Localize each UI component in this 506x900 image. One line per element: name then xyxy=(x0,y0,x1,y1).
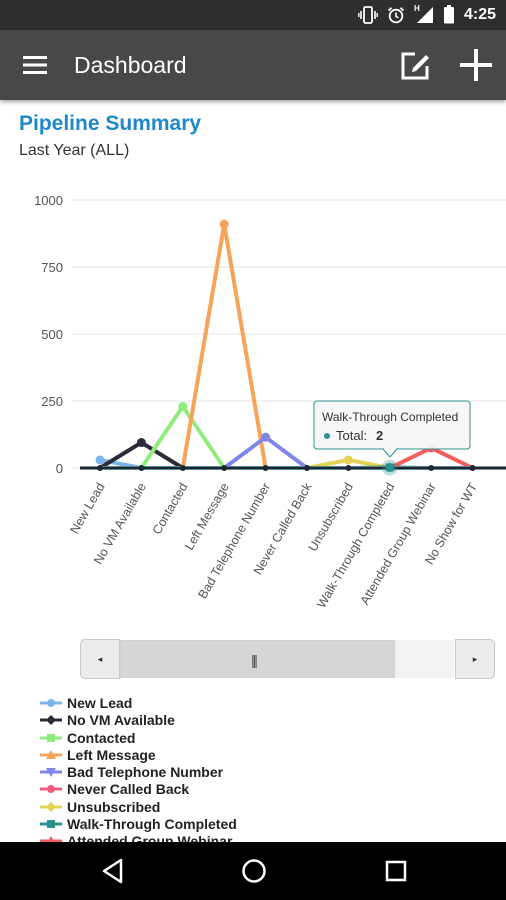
chart-scrollbar[interactable]: ◂ ||| ▸ xyxy=(80,639,495,679)
signal-group: H xyxy=(413,3,434,24)
legend-symbol-icon xyxy=(40,715,62,726)
app-bar: Dashboard xyxy=(0,30,506,100)
baseline-marker xyxy=(469,465,476,471)
chart-title: Pipeline Summary xyxy=(19,112,202,135)
menu-button[interactable] xyxy=(22,52,48,78)
add-button[interactable] xyxy=(458,47,494,83)
tooltip-label: Total: xyxy=(336,428,367,443)
legend-label: Unsubscribed xyxy=(67,798,161,815)
baseline-marker xyxy=(304,465,310,471)
chart-subtitle: Last Year (ALL) xyxy=(19,142,130,159)
legend-symbol-icon xyxy=(40,733,62,742)
clock: 4:25 xyxy=(463,5,496,23)
tooltip-series-dot xyxy=(324,433,330,439)
navigation-bar xyxy=(0,842,506,900)
back-icon xyxy=(102,858,123,884)
legend-label: Left Message xyxy=(67,746,156,763)
scroll-right-button[interactable]: ▸ xyxy=(455,639,495,679)
data-point xyxy=(219,219,229,229)
x-tick-label: New Lead xyxy=(67,480,107,536)
add-icon xyxy=(460,49,492,81)
tooltip-pointer xyxy=(381,448,399,458)
status-bar: H 4:25 xyxy=(0,0,506,30)
legend-label: New Lead xyxy=(67,695,133,711)
page-title: Dashboard xyxy=(74,52,187,78)
baseline-marker xyxy=(179,465,186,471)
network-type-label: H xyxy=(413,3,420,13)
data-point xyxy=(95,455,105,465)
recent-apps-button[interactable] xyxy=(382,857,410,885)
y-tick-label: 500 xyxy=(41,327,63,342)
baseline-marker xyxy=(262,465,269,471)
legend-label: Contacted xyxy=(67,729,136,746)
tooltip-value: 2 xyxy=(376,428,383,443)
data-point xyxy=(261,432,271,442)
legend-symbol-icon xyxy=(40,768,62,778)
alarm-icon xyxy=(387,6,405,23)
y-tick-label: 0 xyxy=(56,461,63,476)
x-tick-label: Contacted xyxy=(150,480,191,536)
scroll-left-button[interactable]: ◂ xyxy=(80,639,120,679)
data-point xyxy=(343,455,353,465)
edit-icon xyxy=(401,52,429,80)
baseline-marker xyxy=(345,465,352,471)
chart-tooltip: Walk-Through Completed Total: 2 xyxy=(313,400,471,458)
home-button[interactable] xyxy=(240,857,268,885)
legend-label: No VM Available xyxy=(67,712,175,729)
legend-symbol-icon xyxy=(40,820,62,829)
chart-baseline xyxy=(80,459,506,476)
x-tick-label: Walk-Through Completed xyxy=(314,480,397,610)
recent-apps-icon xyxy=(385,860,407,882)
x-tick-label: Bad Telephone Number xyxy=(196,481,274,602)
y-tick-label: 750 xyxy=(41,260,63,275)
x-tick-label: Left Message xyxy=(182,480,232,552)
edit-button[interactable] xyxy=(398,49,432,83)
data-point xyxy=(136,438,146,448)
hovered-point xyxy=(385,463,394,472)
scrollbar-thumb[interactable]: ||| xyxy=(120,640,395,678)
baseline-marker xyxy=(97,465,103,471)
back-button[interactable] xyxy=(99,857,127,885)
legend-symbol-icon xyxy=(40,801,62,812)
baseline-marker xyxy=(428,465,435,471)
x-tick-label: Attended Group Webinar xyxy=(358,481,439,608)
status-icons: H 4:25 xyxy=(358,3,496,24)
home-icon xyxy=(242,859,266,883)
battery-icon xyxy=(443,5,454,24)
legend-symbol-icon xyxy=(40,749,62,759)
legend-label: Never Called Back xyxy=(67,781,190,798)
vibrate-icon xyxy=(358,5,378,24)
menu-icon xyxy=(23,56,47,74)
legend-symbol-icon xyxy=(40,699,62,707)
legend-label: Bad Telephone Number xyxy=(67,764,224,781)
baseline-marker xyxy=(221,465,228,471)
data-point xyxy=(178,401,188,411)
signal-icon xyxy=(416,6,433,23)
y-tick-label: 250 xyxy=(41,394,63,409)
legend-label: Walk-Through Completed xyxy=(67,816,237,833)
legend-symbol-icon xyxy=(40,785,62,794)
tooltip-title: Walk-Through Completed xyxy=(322,410,458,424)
y-tick-label: 1000 xyxy=(34,193,63,208)
y-axis-labels: 1000 750 500 250 0 xyxy=(34,193,63,476)
baseline-marker xyxy=(138,465,145,471)
scrollbar-grip: ||| xyxy=(251,652,258,668)
